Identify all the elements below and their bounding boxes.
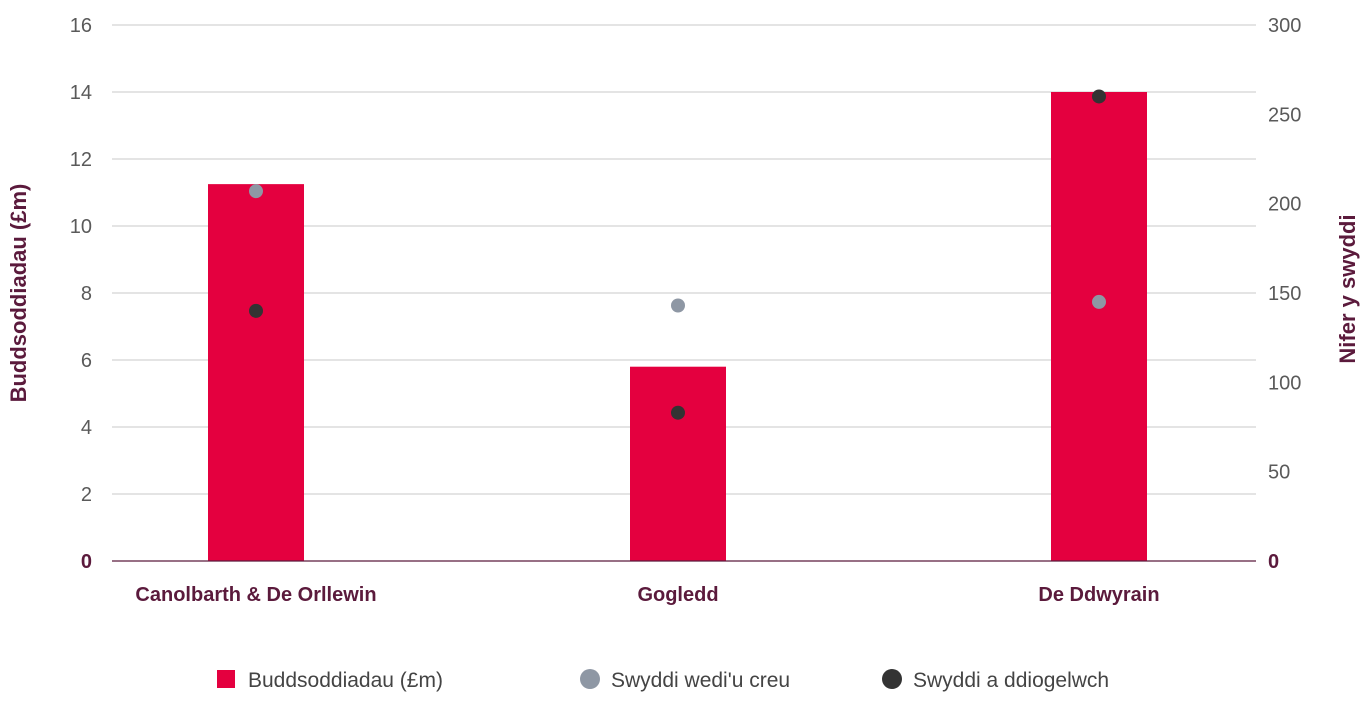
point <box>671 405 685 420</box>
bar <box>630 366 726 561</box>
legend-label: Swyddi wedi'u creu <box>611 669 790 692</box>
right-tick-label: 100 <box>1268 372 1301 394</box>
left-tick-label: 14 <box>70 82 92 104</box>
legend: Buddsoddiadau (£m) Swyddi wedi'u creu Swyd… <box>217 669 1109 692</box>
category-labels: Canolbarth & De Orllewin Gogledd De Ddwyra… <box>135 584 1159 606</box>
legend-swatch <box>217 670 235 688</box>
point <box>671 298 685 313</box>
right-axis-title: Nifer y swyddi <box>1335 214 1360 363</box>
left-tick-label: 12 <box>70 149 92 171</box>
left-tick-label: 2 <box>81 484 92 506</box>
category-label: Gogledd <box>637 584 718 606</box>
bar <box>1051 92 1147 561</box>
right-tick-label: 0 <box>1268 551 1279 573</box>
legend-label: Swyddi a ddiogelwch <box>913 669 1109 692</box>
category-label: Canolbarth & De Orllewin <box>135 584 376 606</box>
legend-label: Buddsoddiadau (£m) <box>248 669 443 692</box>
left-tick-label: 0 <box>81 551 92 573</box>
bar-series <box>208 92 1147 561</box>
legend-swatch <box>580 669 600 689</box>
point <box>1092 89 1106 104</box>
legend-swatch <box>882 669 902 689</box>
left-axis-title: Buddsoddiadau (£m) <box>6 184 31 403</box>
category-label: De Ddwyrain <box>1038 584 1159 606</box>
point <box>249 184 263 199</box>
right-tick-label: 250 <box>1268 104 1301 126</box>
left-tick-label: 4 <box>81 417 92 439</box>
right-tick-label: 50 <box>1268 462 1290 484</box>
point <box>1092 294 1106 309</box>
right-tick-label: 150 <box>1268 283 1301 305</box>
right-tick-label: 300 <box>1268 15 1301 37</box>
left-axis-ticks: 0 2 4 6 8 10 12 14 16 <box>70 15 92 573</box>
left-tick-label: 6 <box>81 350 92 372</box>
point-series <box>249 89 1106 420</box>
left-tick-label: 8 <box>81 283 92 305</box>
point <box>249 303 263 318</box>
bar <box>208 184 304 561</box>
right-axis-ticks: 0 50 100 150 200 250 300 <box>1268 15 1301 573</box>
left-tick-label: 10 <box>70 216 92 238</box>
left-tick-label: 16 <box>70 15 92 37</box>
right-tick-label: 200 <box>1268 194 1301 216</box>
